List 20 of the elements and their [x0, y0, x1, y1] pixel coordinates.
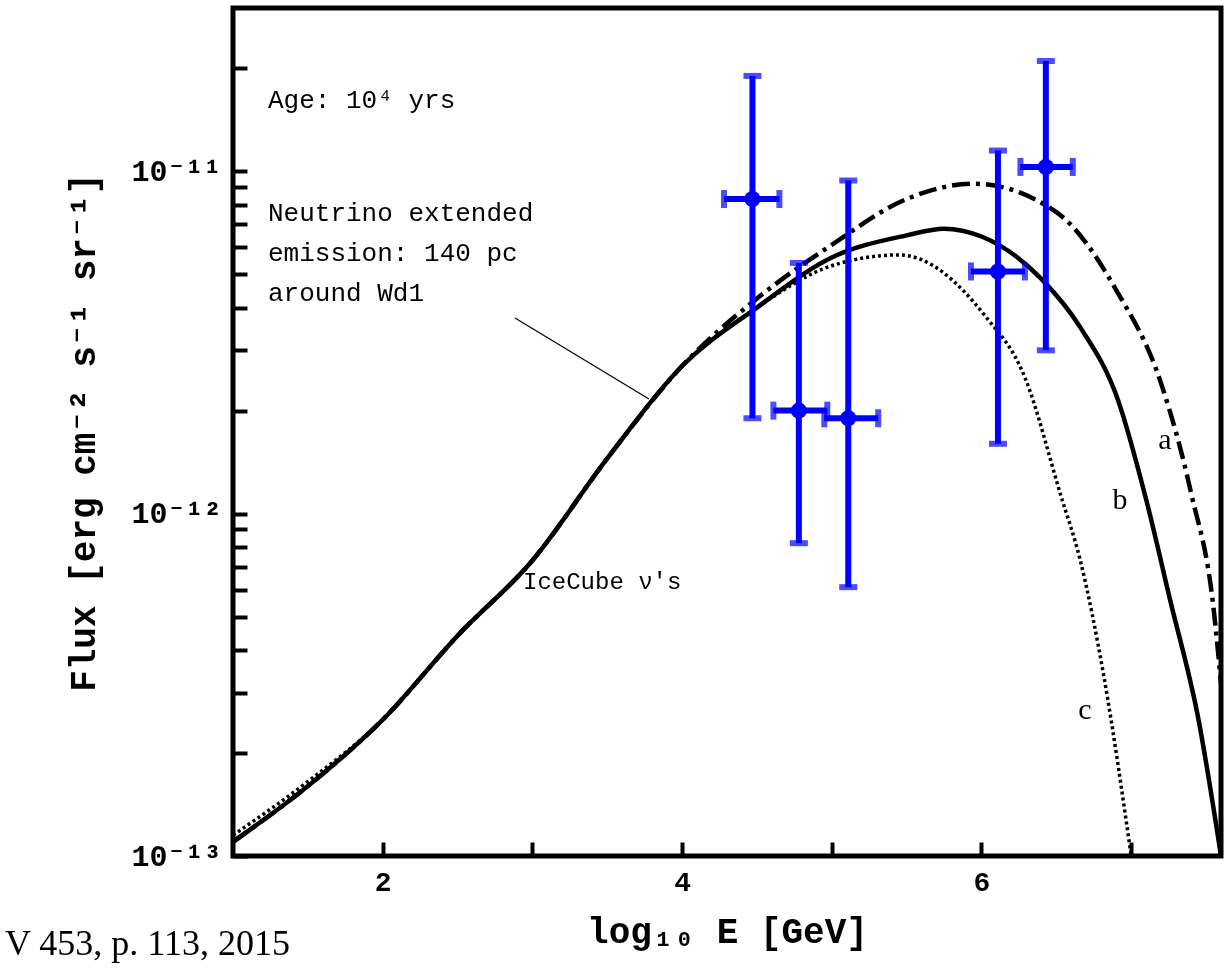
y-tick-label: 10⁻¹³ [131, 840, 222, 875]
point [790, 402, 807, 419]
point [1037, 158, 1054, 175]
point [840, 410, 857, 427]
annotation: Age: 10⁴ yrs [268, 86, 456, 116]
annotation: IceCube ν′s [523, 569, 682, 596]
x-tick-label: 2 [374, 867, 392, 899]
x-tick-label: 6 [973, 867, 991, 899]
series-label: a [1158, 422, 1172, 455]
point [744, 190, 761, 208]
point [989, 263, 1007, 280]
annotation: Neutrino extended emission: 140 pc around Wd1 [268, 199, 534, 309]
text: V 453, p. 113, 2015 [5, 923, 291, 963]
y-axis-title: Flux [erg cm⁻² s⁻¹ sr⁻¹] [65, 173, 107, 692]
series-label: c [1078, 692, 1092, 725]
series-label: b [1112, 482, 1128, 515]
y-tick-label: 10⁻¹² [131, 498, 222, 533]
x-axis-title: log₁₀ E [GeV] [587, 912, 868, 954]
y-tick-label: 10⁻¹¹ [131, 155, 222, 190]
x-tick-label: 4 [674, 867, 691, 899]
